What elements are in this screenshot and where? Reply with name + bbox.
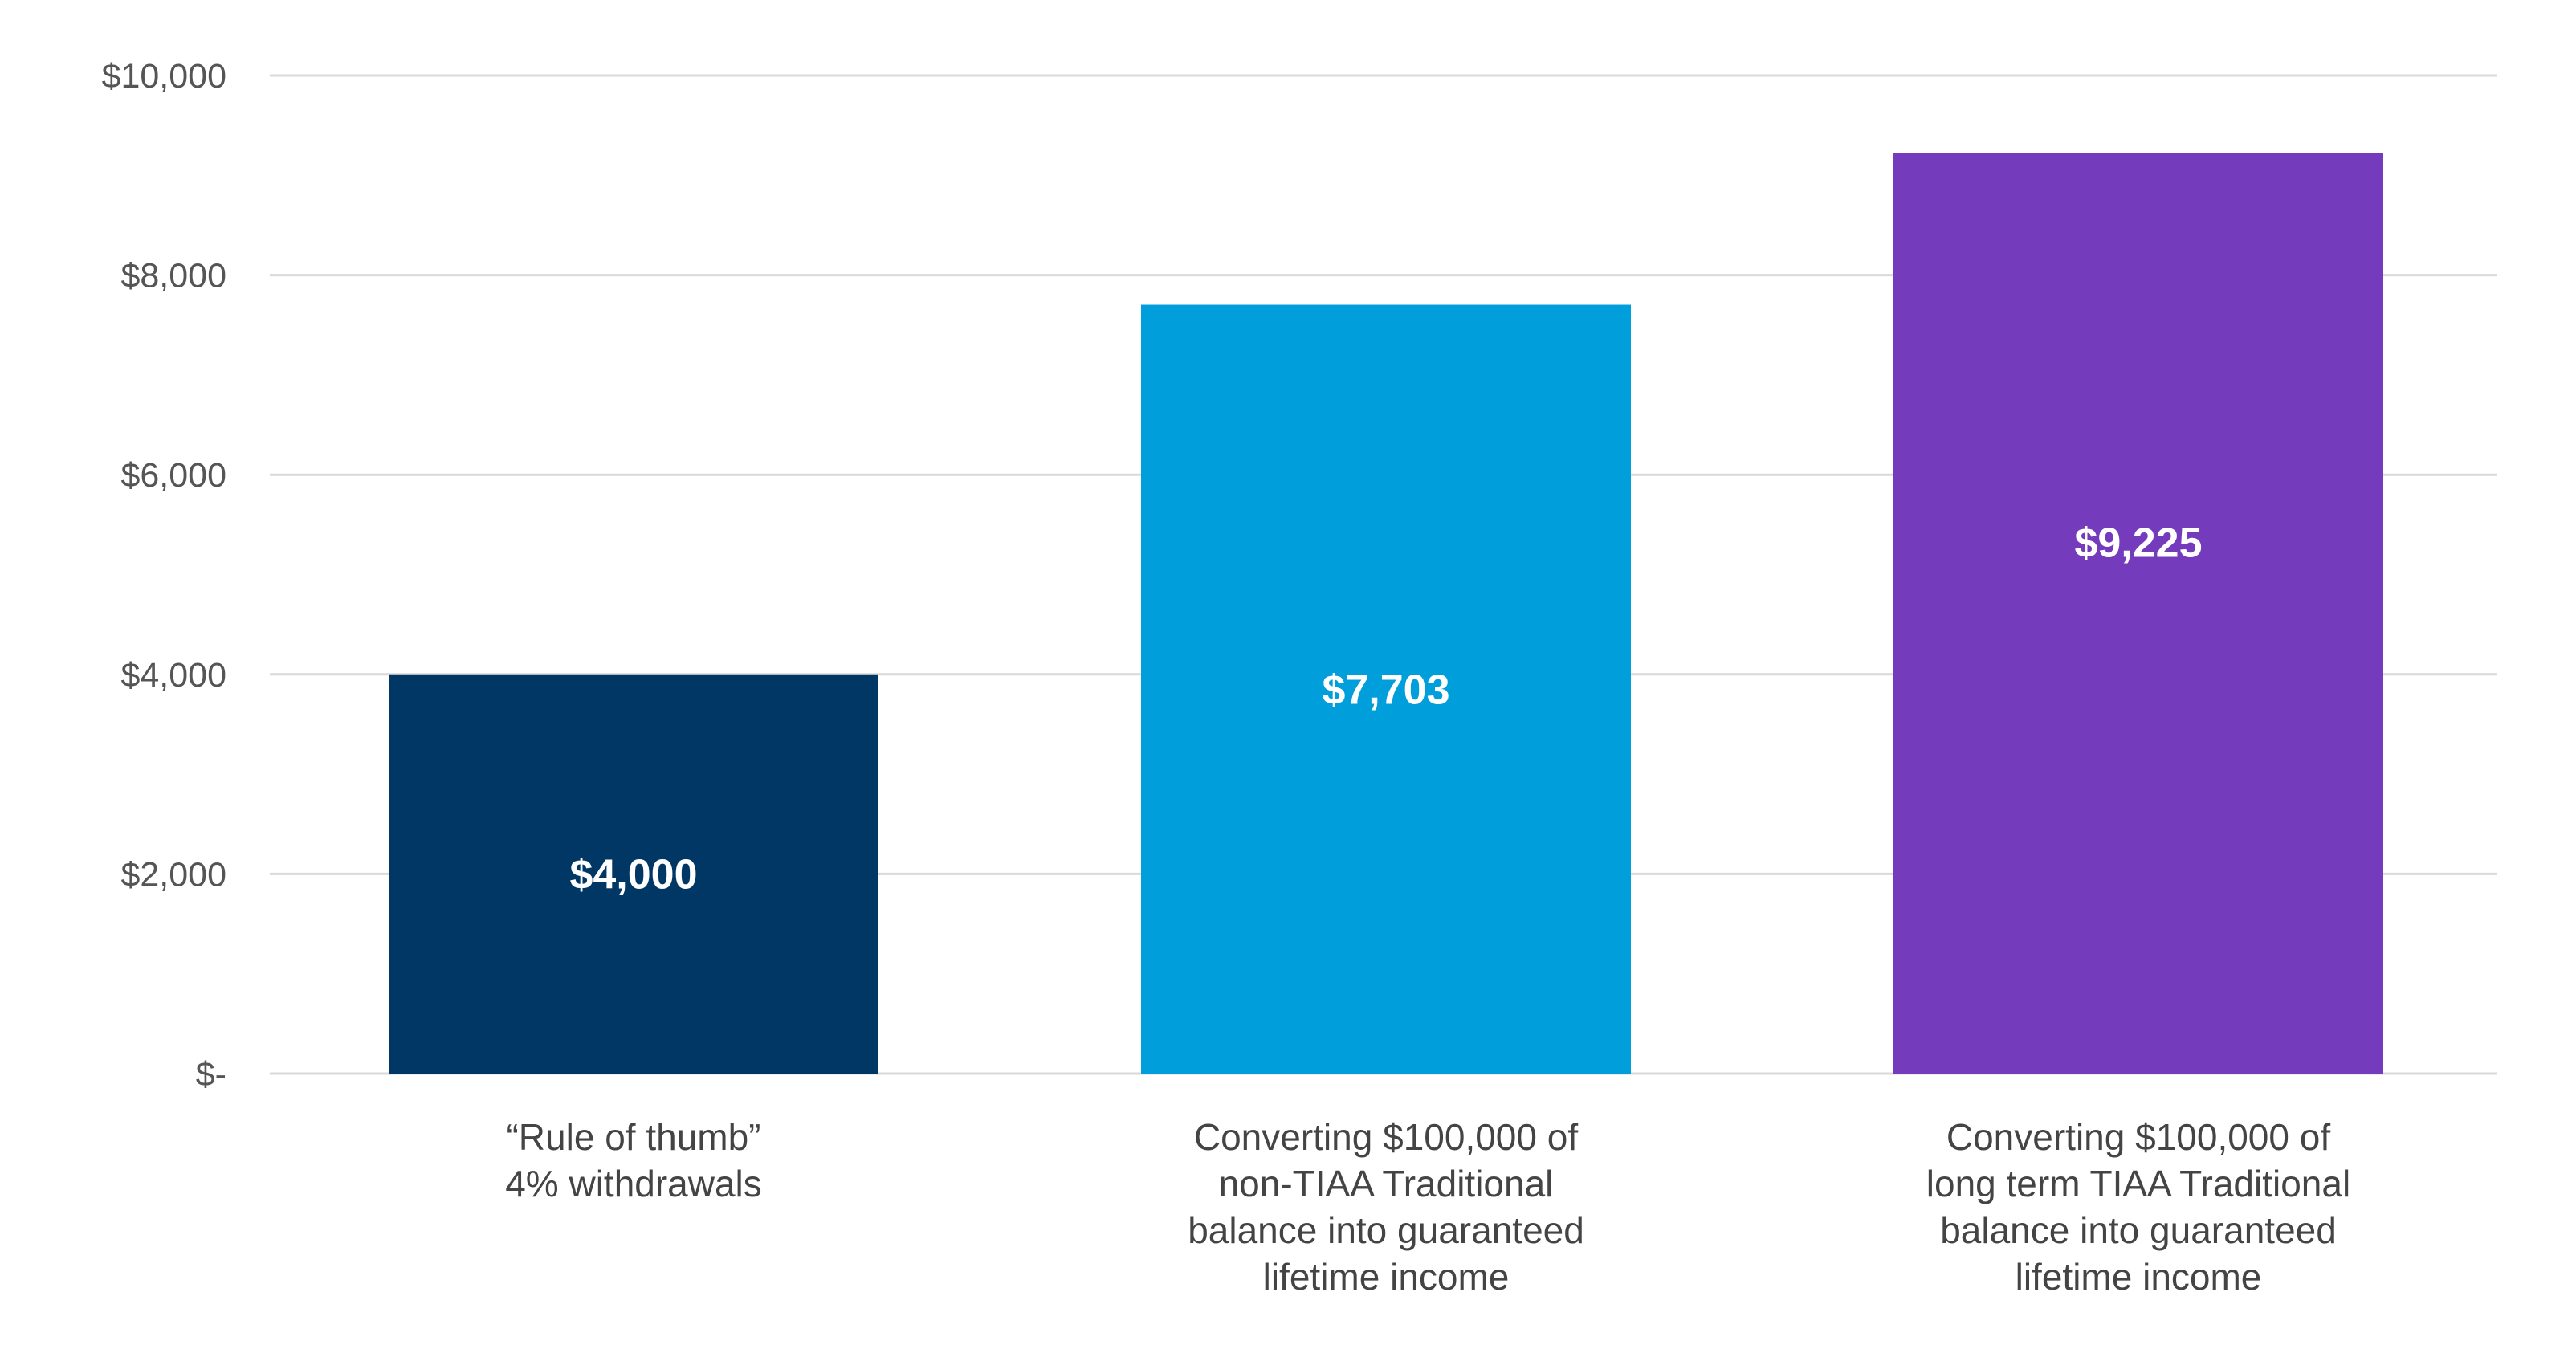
- x-category-label-line: “Rule of thumb”: [506, 1116, 760, 1158]
- y-tick-label-1: $2,000: [120, 855, 226, 894]
- x-category-label-line: balance into guaranteed: [1188, 1209, 1584, 1251]
- x-category-label-line: lifetime income: [2016, 1256, 2262, 1298]
- x-category-label-line: Converting $100,000 of: [1194, 1116, 1578, 1158]
- bars: [389, 153, 2383, 1074]
- x-category-label-line: long term TIAA Traditional: [1926, 1163, 2350, 1204]
- x-category-label-line: balance into guaranteed: [1940, 1209, 2337, 1251]
- y-tick-label-5: $10,000: [102, 57, 226, 96]
- x-category-label-2: Converting $100,000 of long term TIAA Tra…: [1926, 1116, 2350, 1298]
- y-tick-label-2: $4,000: [120, 656, 226, 695]
- x-category-label-0: “Rule of thumb” 4% withdrawals: [505, 1116, 762, 1204]
- bar-2: [1893, 153, 2383, 1074]
- x-category-label-1: Converting $100,000 of non-TIAA Tradition…: [1188, 1116, 1584, 1298]
- x-category-label-line: lifetime income: [1263, 1256, 1510, 1298]
- bar-1: [1141, 304, 1631, 1074]
- x-category-label-line: 4% withdrawals: [505, 1163, 762, 1204]
- y-axis-tick-labels: $- $2,000 $4,000 $6,000 $8,000 $10,000: [102, 57, 226, 1094]
- x-category-label-line: non-TIAA Traditional: [1219, 1163, 1554, 1204]
- data-label-2: $9,225: [2074, 520, 2202, 566]
- y-tick-label-0: $-: [196, 1055, 226, 1094]
- data-labels: $4,000 $7,703 $9,225: [569, 520, 2202, 898]
- x-category-label-line: Converting $100,000 of: [1946, 1116, 2330, 1158]
- y-tick-label-3: $6,000: [120, 456, 226, 495]
- data-label-1: $7,703: [1322, 666, 1449, 713]
- y-tick-label-4: $8,000: [120, 257, 226, 295]
- data-label-0: $4,000: [569, 851, 697, 898]
- x-axis-category-labels: “Rule of thumb” 4% withdrawals Converting …: [505, 1116, 2350, 1298]
- bar-0: [389, 674, 878, 1074]
